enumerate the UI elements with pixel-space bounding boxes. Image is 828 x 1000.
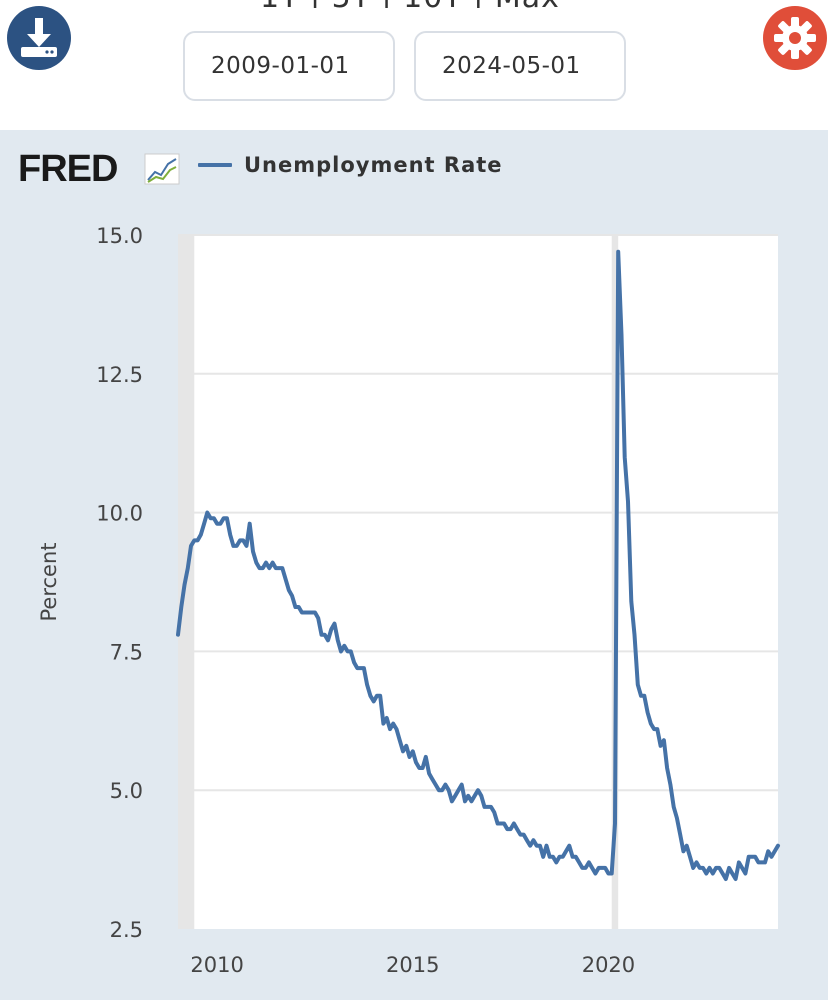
- date-range-tabs[interactable]: 1Y | 5Y | 10Y | Max: [260, 0, 600, 8]
- chart-legend: Unemployment Rate: [198, 150, 503, 180]
- y-axis-title: Percent: [37, 542, 61, 621]
- settings-button[interactable]: [762, 5, 828, 71]
- unemployment-rate-line: [176, 249, 780, 881]
- top-bar: 1Y | 5Y | 10Y | Max: [0, 0, 828, 130]
- y-tick-label: 7.5: [110, 640, 143, 664]
- end-date-input[interactable]: [414, 31, 626, 101]
- y-tick-label: 10.0: [96, 502, 143, 526]
- fred-logo-text: FRED: [18, 150, 117, 190]
- y-tick-label: 15.0: [96, 224, 143, 248]
- y-tick-label: 2.5: [110, 918, 143, 942]
- legend-label: Unemployment Rate: [244, 153, 503, 177]
- y-tick-label: 12.5: [96, 363, 143, 387]
- download-button[interactable]: [6, 5, 72, 71]
- start-date-input[interactable]: [183, 31, 395, 101]
- legend-swatch: [198, 163, 232, 167]
- x-tick-label: 2020: [582, 953, 635, 977]
- chart-trend-icon: [144, 153, 180, 185]
- plot-background: [178, 235, 778, 929]
- x-tick-label: 2010: [190, 953, 243, 977]
- y-axis-ticks: 2.5 5.0 7.5 10.0 12.5 15.0: [96, 224, 143, 942]
- download-icon: [7, 6, 71, 70]
- y-tick-label: 5.0: [110, 779, 143, 803]
- fred-logo: FRED: [18, 148, 183, 190]
- gear-icon: [763, 6, 827, 70]
- x-axis-ticks: 2010 2015 2020: [190, 953, 635, 977]
- x-tick-label: 2015: [386, 953, 439, 977]
